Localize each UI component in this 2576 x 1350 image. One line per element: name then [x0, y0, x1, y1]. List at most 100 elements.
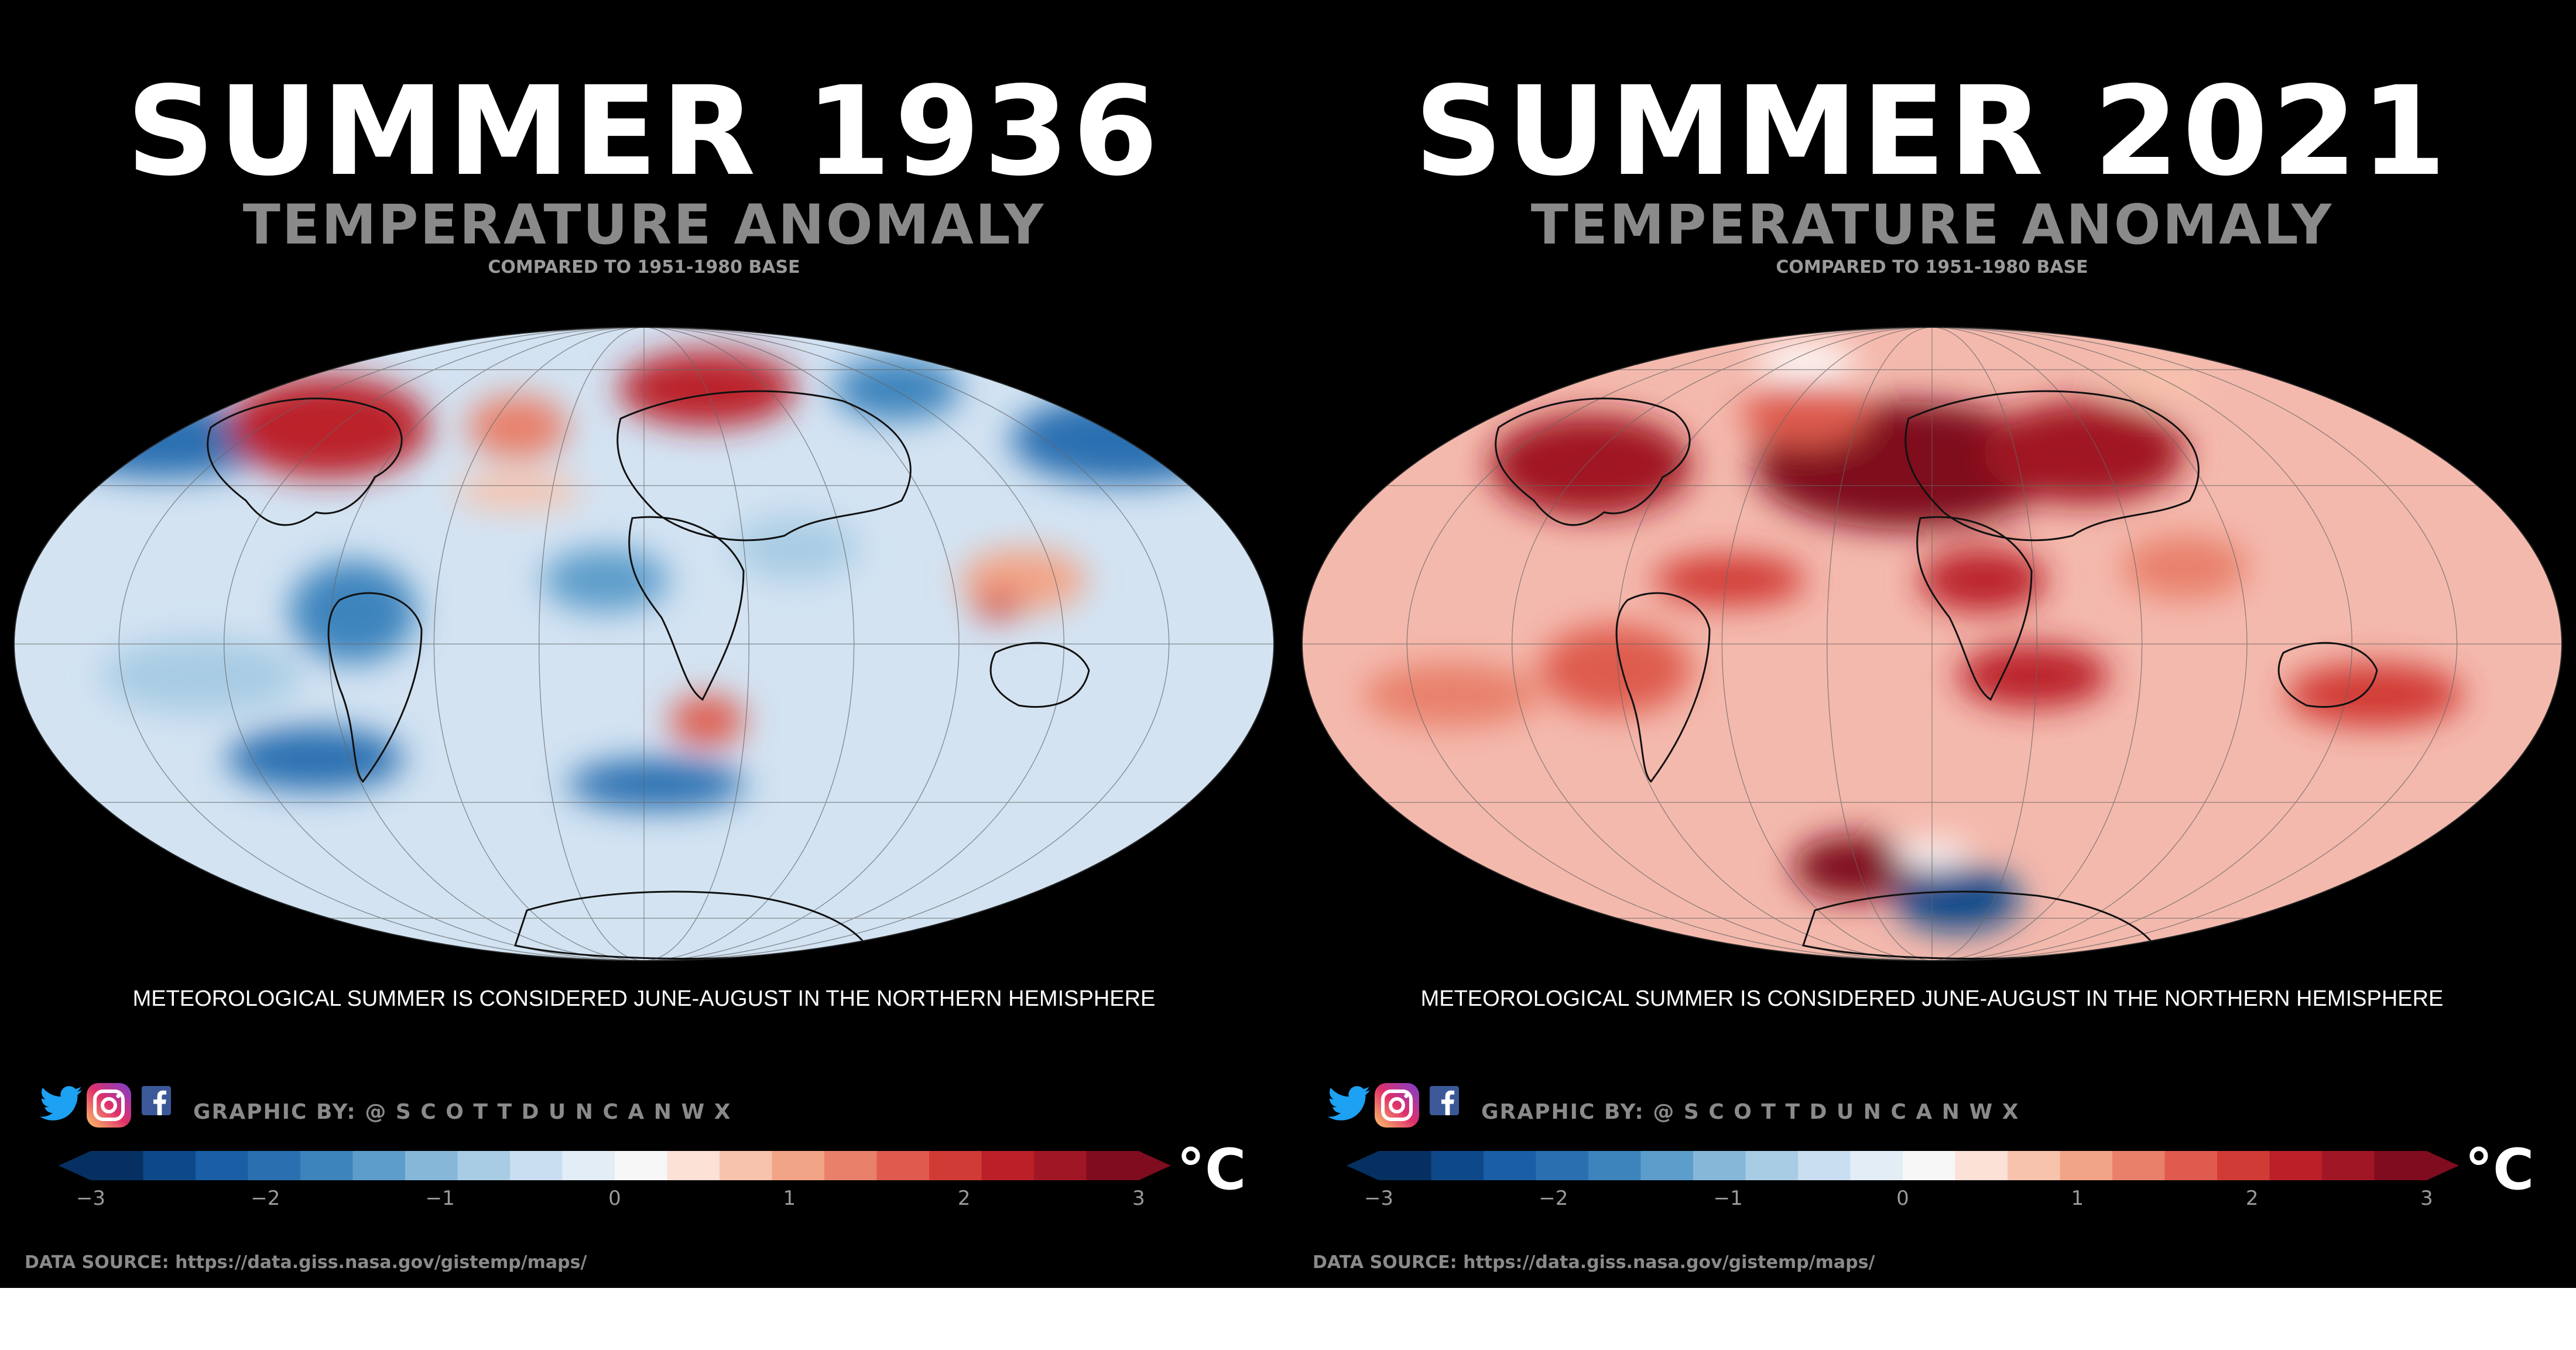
colorbar-extend-low	[59, 1151, 91, 1180]
panel-title: SUMMER 2021	[1414, 60, 2450, 203]
colorbar-bin	[196, 1151, 249, 1180]
colorbar-tick-label: −1	[425, 1187, 455, 1210]
colorbar-bin	[405, 1151, 458, 1180]
data-source: DATA SOURCE: https://data.giss.nasa.gov/…	[25, 1252, 587, 1273]
anomaly-patch	[834, 357, 960, 421]
colorbar-extend-high	[1139, 1151, 1171, 1180]
colorbar-bin	[720, 1151, 773, 1180]
colorbar-bin	[2008, 1151, 2061, 1180]
continent-outline	[514, 890, 868, 960]
continent-outline	[616, 390, 912, 542]
anomaly-patch	[1653, 554, 1806, 606]
colorbar-tick-label: −3	[76, 1187, 106, 1210]
anomaly-patch	[1982, 401, 2185, 504]
colorbar-bin	[1484, 1151, 1537, 1180]
colorbar-bin	[1745, 1151, 1799, 1180]
panel-subtitle: TEMPERATURE ANOMALY	[1530, 193, 2334, 257]
meridian-line	[1827, 327, 2037, 961]
anomaly-patch	[1363, 663, 1540, 727]
anomaly-patch	[1894, 867, 2021, 931]
anomaly-patch	[669, 695, 745, 746]
graphic-canvas: SUMMER 1936 TEMPERATURE ANOMALY COMPARED…	[0, 0, 2576, 1288]
world-anomaly-map	[1301, 327, 2563, 961]
colorbar-bin	[562, 1151, 615, 1180]
facebook-icon	[142, 1086, 171, 1115]
instagram-icon	[1375, 1083, 1419, 1128]
colorbar-extend-low	[1347, 1151, 1379, 1180]
colorbar-bin	[1955, 1151, 2008, 1180]
unit-label: °C	[2465, 1137, 2534, 1202]
continent-outline	[1904, 390, 2200, 542]
colorbar-bin	[510, 1151, 563, 1180]
base-period-note: COMPARED TO 1951-1980 BASE	[1776, 257, 2088, 277]
colorbar-tick-label: 2	[2245, 1187, 2259, 1210]
anomaly-patch	[732, 516, 859, 580]
colorbar-bin	[876, 1151, 930, 1180]
colorbar-bin	[1640, 1151, 1694, 1180]
continent-outline	[989, 642, 1090, 708]
graphic-credit: GRAPHIC BY: @ S C O T T D U N C A N W X	[1481, 1100, 2020, 1124]
colorbar-bin	[2060, 1151, 2113, 1180]
colorbar-extend-high	[2427, 1151, 2459, 1180]
colorbar-bin	[667, 1151, 720, 1180]
anomaly-patch	[618, 350, 796, 427]
colorbar-tick-label: 3	[1132, 1187, 1145, 1210]
anomaly-patch	[1489, 414, 1692, 516]
panel-1936: SUMMER 1936 TEMPERATURE ANOMALY COMPARED…	[0, 0, 1288, 1288]
colorbar-bin	[2217, 1151, 2270, 1180]
panel-title: SUMMER 1936	[126, 60, 1162, 203]
anomaly-patch	[1742, 382, 1869, 447]
coastlines	[1495, 390, 2378, 960]
colorbar-bin	[1693, 1151, 1746, 1180]
anomaly-patch	[290, 561, 417, 663]
colorbar-tick-label: 0	[608, 1187, 621, 1210]
colorbar-tick-label: 2	[957, 1187, 971, 1210]
continent-outline	[1495, 398, 1691, 526]
anomaly-patch	[568, 759, 745, 810]
colorbar-tick-label: 3	[2420, 1187, 2433, 1210]
twitter-icon	[40, 1086, 82, 1121]
colorbar	[1347, 1151, 2459, 1180]
anomaly-field	[49, 350, 1239, 810]
colorbar-bin	[91, 1151, 144, 1180]
anomaly-patch	[543, 548, 670, 612]
meridian-line	[433, 327, 855, 961]
panel-subtitle: TEMPERATURE ANOMALY	[242, 193, 1046, 257]
colorbar-bin	[1588, 1151, 1642, 1180]
continent-outline	[1615, 592, 1711, 783]
continent-outline	[1916, 516, 2033, 701]
map-border	[1301, 327, 2563, 961]
colorbar-bin	[1379, 1151, 1432, 1180]
season-footnote: METEOROLOGICAL SUMMER IS CONSIDERED JUNE…	[1420, 986, 2444, 1011]
anomaly-patch	[1793, 835, 1920, 899]
colorbar-tick-label: −3	[1364, 1187, 1394, 1210]
colorbar-bin	[2164, 1151, 2218, 1180]
season-footnote: METEOROLOGICAL SUMMER IS CONSIDERED JUNE…	[132, 986, 1156, 1011]
colorbar-bin	[352, 1151, 406, 1180]
continent-outline	[207, 398, 403, 526]
colorbar-bin	[2269, 1151, 2322, 1180]
map-border	[13, 327, 1275, 961]
anomaly-patch	[1919, 548, 2046, 612]
colorbar-tick-label: 1	[783, 1187, 796, 1210]
facebook-icon	[1430, 1086, 1459, 1115]
colorbar-bin	[1086, 1151, 1139, 1180]
colorbar-bin	[2322, 1151, 2375, 1180]
colorbar-bin	[1536, 1151, 1589, 1180]
colorbar-bin	[929, 1151, 982, 1180]
continent-outline	[327, 592, 423, 783]
anomaly-patch	[454, 471, 581, 510]
colorbar-bin	[1798, 1151, 1851, 1180]
anomaly-patch	[2109, 363, 2211, 402]
colorbar-bin	[143, 1151, 196, 1180]
meridian-line	[1721, 327, 2143, 961]
coastlines	[207, 390, 1090, 960]
colorbar-bin	[1034, 1151, 1087, 1180]
colorbar-bin	[457, 1151, 511, 1180]
twitter-icon	[1328, 1086, 1370, 1121]
colorbar-bin	[981, 1151, 1034, 1180]
colorbar-bin	[824, 1151, 878, 1180]
anomaly-patch	[2122, 535, 2248, 599]
meridian-line	[1512, 327, 2352, 961]
unit-label: °C	[1177, 1137, 1246, 1202]
